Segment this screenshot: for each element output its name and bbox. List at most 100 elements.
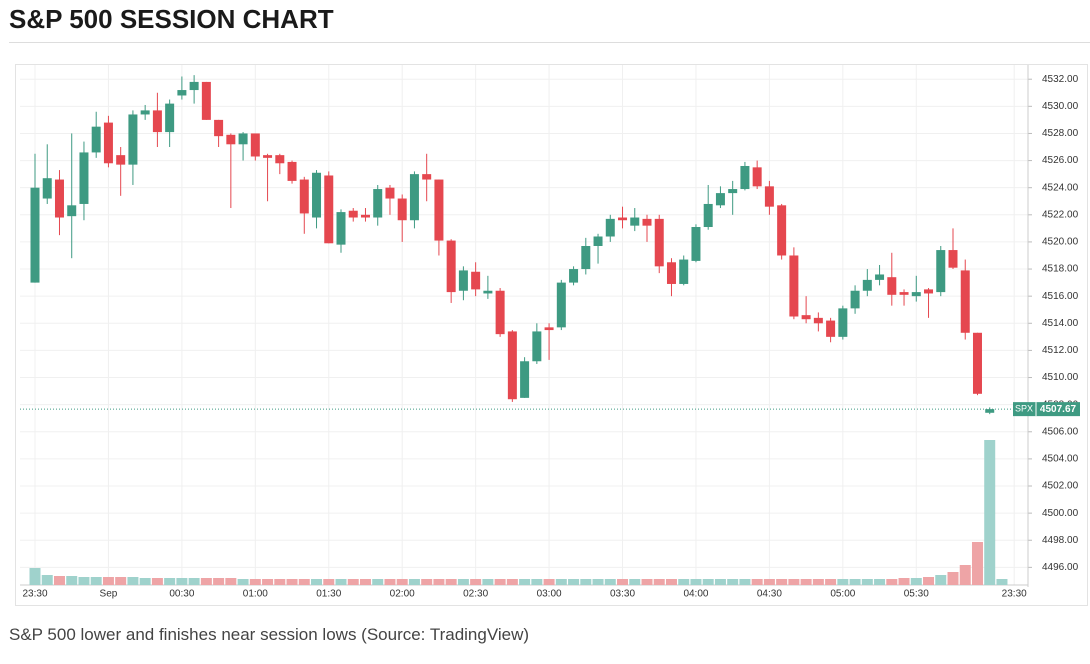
candle-body — [924, 289, 934, 294]
candle-body — [446, 240, 456, 293]
candle-body — [507, 331, 517, 400]
candle-body — [165, 103, 175, 133]
volume-bar — [543, 579, 555, 585]
volume-bar — [506, 579, 518, 585]
volume-bar — [849, 579, 861, 585]
volume-bar — [592, 579, 604, 585]
last-price-tag — [1013, 402, 1080, 417]
candle-body — [214, 119, 224, 137]
volume-bar — [861, 579, 873, 585]
candle-body — [642, 218, 652, 226]
y-tick-label: 4498.00 — [1042, 535, 1079, 546]
y-tick-label: 4526.00 — [1042, 155, 1079, 166]
y-tick-label: 4530.00 — [1042, 101, 1079, 112]
volume-bar — [690, 579, 702, 585]
y-tick-label: 4524.00 — [1042, 182, 1079, 193]
candle-body — [618, 217, 628, 221]
volume-bar — [727, 579, 739, 585]
volume-bar — [127, 577, 139, 585]
y-tick-label: 4502.00 — [1042, 481, 1079, 492]
candle-body — [593, 236, 603, 246]
candle-body — [556, 282, 566, 328]
candle-body — [581, 245, 591, 270]
volume-bar — [29, 568, 41, 585]
candle-body — [103, 122, 113, 164]
candle-body — [532, 331, 542, 362]
volume-bar — [421, 579, 433, 585]
volume-bar — [372, 579, 384, 585]
candle-body — [397, 198, 407, 221]
volume-bar — [837, 579, 849, 585]
candle-body — [948, 250, 958, 268]
volume-bar — [714, 579, 726, 585]
volume-bar — [78, 577, 90, 585]
volume-bar — [653, 579, 665, 585]
candle-body — [544, 327, 554, 331]
candle-body — [495, 290, 505, 335]
volume-bar — [604, 579, 616, 585]
candle-body — [569, 269, 579, 283]
chart-title: S&P 500 SESSION CHART — [9, 4, 334, 34]
volume-bar — [200, 578, 212, 585]
candle-body — [777, 205, 787, 256]
x-tick-label: 05:00 — [830, 589, 855, 600]
volume-bar — [812, 579, 824, 585]
last-price-symbol: SPX — [1015, 403, 1033, 413]
candle-body — [348, 210, 358, 218]
y-tick-label: 4506.00 — [1042, 426, 1079, 437]
candle-body — [985, 409, 995, 413]
candle-body — [654, 218, 664, 267]
y-tick-label: 4516.00 — [1042, 291, 1079, 302]
candle-body — [899, 292, 909, 295]
y-tick-label: 4520.00 — [1042, 237, 1079, 248]
x-tick-label: 04:30 — [757, 589, 782, 600]
candle-body — [152, 110, 162, 133]
volume-bar — [763, 579, 775, 585]
candle-body — [373, 189, 383, 218]
volume-bar — [947, 572, 959, 585]
volume-bar — [519, 579, 531, 585]
volume-bar — [359, 579, 371, 585]
title-rule — [9, 42, 1090, 43]
volume-bar — [494, 579, 506, 585]
candle-body — [960, 270, 970, 333]
candle-body — [336, 212, 346, 245]
volume-bar — [213, 578, 225, 585]
x-tick-label: Sep — [100, 589, 118, 600]
caption: S&P 500 lower and finishes near session … — [9, 625, 530, 644]
candle-body — [91, 126, 101, 153]
volume-bar — [800, 579, 812, 585]
volume-bar — [90, 577, 102, 585]
candle-body — [826, 320, 836, 337]
candle-body — [263, 155, 273, 158]
volume-bar — [641, 579, 653, 585]
candle-body — [715, 193, 725, 206]
candle-body — [850, 290, 860, 309]
candle-body — [324, 175, 334, 244]
volume-bar — [665, 579, 677, 585]
candle-body — [630, 217, 640, 226]
volume-bar — [41, 575, 53, 585]
candle-body — [740, 165, 750, 190]
volume-bar — [408, 579, 420, 585]
volume-bar — [702, 579, 714, 585]
volume-bar — [910, 578, 922, 585]
volume-bar — [237, 579, 249, 585]
y-tick-label: 4518.00 — [1042, 264, 1079, 275]
volume-bar — [323, 579, 335, 585]
candle-body — [385, 187, 395, 199]
candle-body — [30, 187, 40, 283]
candle-body — [666, 262, 676, 284]
candle-body — [238, 133, 248, 145]
volume-bar — [445, 579, 457, 585]
volume-bar — [568, 579, 580, 585]
volume-bar — [139, 578, 151, 585]
volume-bar — [825, 579, 837, 585]
volume-bar — [617, 579, 629, 585]
volume-bar — [262, 579, 274, 585]
candle-body — [201, 81, 211, 120]
volume-bar — [959, 565, 971, 585]
x-tick-label: 02:00 — [390, 589, 415, 600]
volume-bar — [971, 542, 983, 585]
volume-bar — [776, 579, 788, 585]
